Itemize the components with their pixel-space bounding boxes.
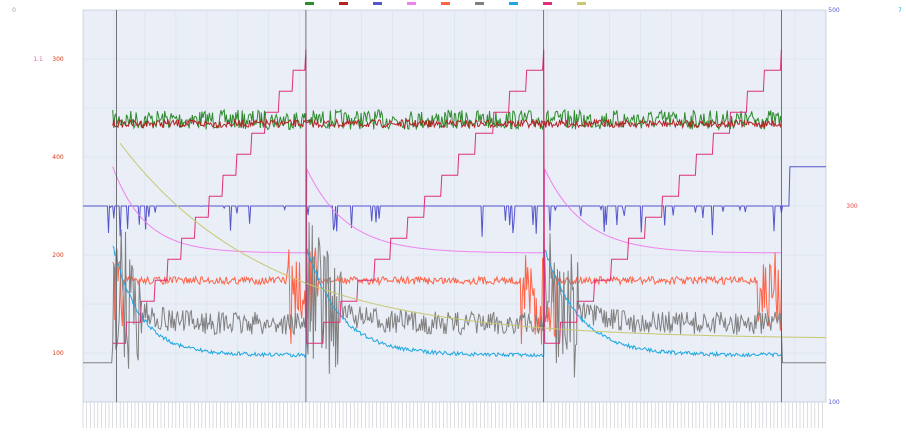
legend-swatch [305,2,314,5]
y-axis-tick-label: 100 [52,350,64,357]
y-axis-tick-label: 7 [898,7,902,14]
series-line [112,166,782,254]
legend-swatch [373,2,382,5]
legend-swatch [475,2,484,5]
y-axis-tick-label: 200 [52,252,64,259]
y-axis-tick-label: 400 [52,154,64,161]
series-line [112,247,782,345]
series-line [112,245,782,359]
y-axis-tick-label: 300 [52,56,64,63]
legend-swatch [543,2,552,5]
legend-swatch [339,2,348,5]
series-line [83,166,826,237]
legend-swatch [441,2,450,5]
legend-swatch [407,2,416,5]
series-line [83,222,826,378]
y-axis-tick-label: 500 [828,7,840,14]
series-line [112,108,782,131]
legend-swatch [509,2,518,5]
legend-swatch [577,2,586,5]
series-line [119,143,826,339]
series-line [112,49,782,344]
y-axis-tick-label: 300 [846,203,858,210]
y-axis-tick-label: 100 [828,399,840,406]
series-line [112,117,782,130]
y-axis-tick-label: 1.1 [33,56,43,63]
y-axis-tick-label: 0 [12,7,16,14]
